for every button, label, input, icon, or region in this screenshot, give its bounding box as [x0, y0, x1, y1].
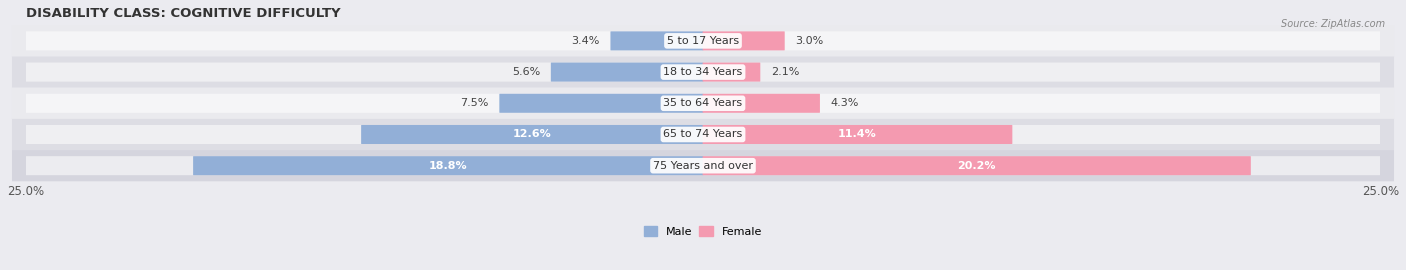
Text: 3.0%: 3.0%	[796, 36, 824, 46]
FancyBboxPatch shape	[703, 125, 1381, 144]
FancyBboxPatch shape	[703, 63, 761, 82]
FancyBboxPatch shape	[13, 150, 1393, 181]
Text: 11.4%: 11.4%	[838, 130, 877, 140]
FancyBboxPatch shape	[703, 156, 1381, 175]
FancyBboxPatch shape	[703, 31, 1381, 50]
Text: DISABILITY CLASS: COGNITIVE DIFFICULTY: DISABILITY CLASS: COGNITIVE DIFFICULTY	[25, 7, 340, 20]
Text: 2.1%: 2.1%	[770, 67, 799, 77]
FancyBboxPatch shape	[610, 31, 703, 50]
Text: 4.3%: 4.3%	[831, 98, 859, 108]
FancyBboxPatch shape	[499, 94, 703, 113]
FancyBboxPatch shape	[703, 156, 1251, 175]
FancyBboxPatch shape	[13, 88, 1393, 119]
Text: 12.6%: 12.6%	[513, 130, 551, 140]
FancyBboxPatch shape	[703, 63, 1381, 82]
FancyBboxPatch shape	[13, 56, 1393, 88]
FancyBboxPatch shape	[13, 119, 1393, 150]
Text: 18.8%: 18.8%	[429, 161, 468, 171]
FancyBboxPatch shape	[703, 94, 1381, 113]
Text: 5.6%: 5.6%	[512, 67, 540, 77]
FancyBboxPatch shape	[25, 94, 703, 113]
Text: 5 to 17 Years: 5 to 17 Years	[666, 36, 740, 46]
FancyBboxPatch shape	[361, 125, 703, 144]
Text: Source: ZipAtlas.com: Source: ZipAtlas.com	[1281, 19, 1385, 29]
FancyBboxPatch shape	[703, 94, 820, 113]
Text: 7.5%: 7.5%	[461, 98, 489, 108]
Text: 18 to 34 Years: 18 to 34 Years	[664, 67, 742, 77]
FancyBboxPatch shape	[703, 125, 1012, 144]
FancyBboxPatch shape	[551, 63, 703, 82]
FancyBboxPatch shape	[25, 125, 703, 144]
Text: 75 Years and over: 75 Years and over	[652, 161, 754, 171]
FancyBboxPatch shape	[703, 31, 785, 50]
FancyBboxPatch shape	[25, 156, 703, 175]
FancyBboxPatch shape	[25, 63, 703, 82]
FancyBboxPatch shape	[25, 31, 703, 50]
FancyBboxPatch shape	[193, 156, 703, 175]
Text: 20.2%: 20.2%	[957, 161, 995, 171]
Text: 35 to 64 Years: 35 to 64 Years	[664, 98, 742, 108]
Legend: Male, Female: Male, Female	[640, 222, 766, 241]
Text: 65 to 74 Years: 65 to 74 Years	[664, 130, 742, 140]
FancyBboxPatch shape	[13, 25, 1393, 56]
Text: 3.4%: 3.4%	[572, 36, 600, 46]
